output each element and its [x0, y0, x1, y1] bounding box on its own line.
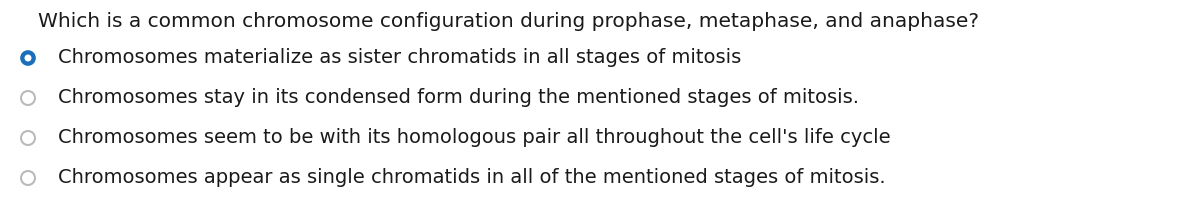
Circle shape: [22, 171, 35, 185]
Circle shape: [22, 91, 35, 105]
Circle shape: [22, 51, 35, 65]
Circle shape: [22, 131, 35, 145]
Text: Chromosomes seem to be with its homologous pair all throughout the cell's life c: Chromosomes seem to be with its homologo…: [58, 128, 890, 147]
Text: Chromosomes stay in its condensed form during the mentioned stages of mitosis.: Chromosomes stay in its condensed form d…: [58, 88, 859, 107]
Text: Which is a common chromosome configuration during prophase, metaphase, and anaph: Which is a common chromosome configurati…: [38, 12, 979, 31]
Text: Chromosomes appear as single chromatids in all of the mentioned stages of mitosi: Chromosomes appear as single chromatids …: [58, 168, 886, 187]
Circle shape: [24, 54, 31, 61]
Text: Chromosomes materialize as sister chromatids in all stages of mitosis: Chromosomes materialize as sister chroma…: [58, 48, 742, 67]
